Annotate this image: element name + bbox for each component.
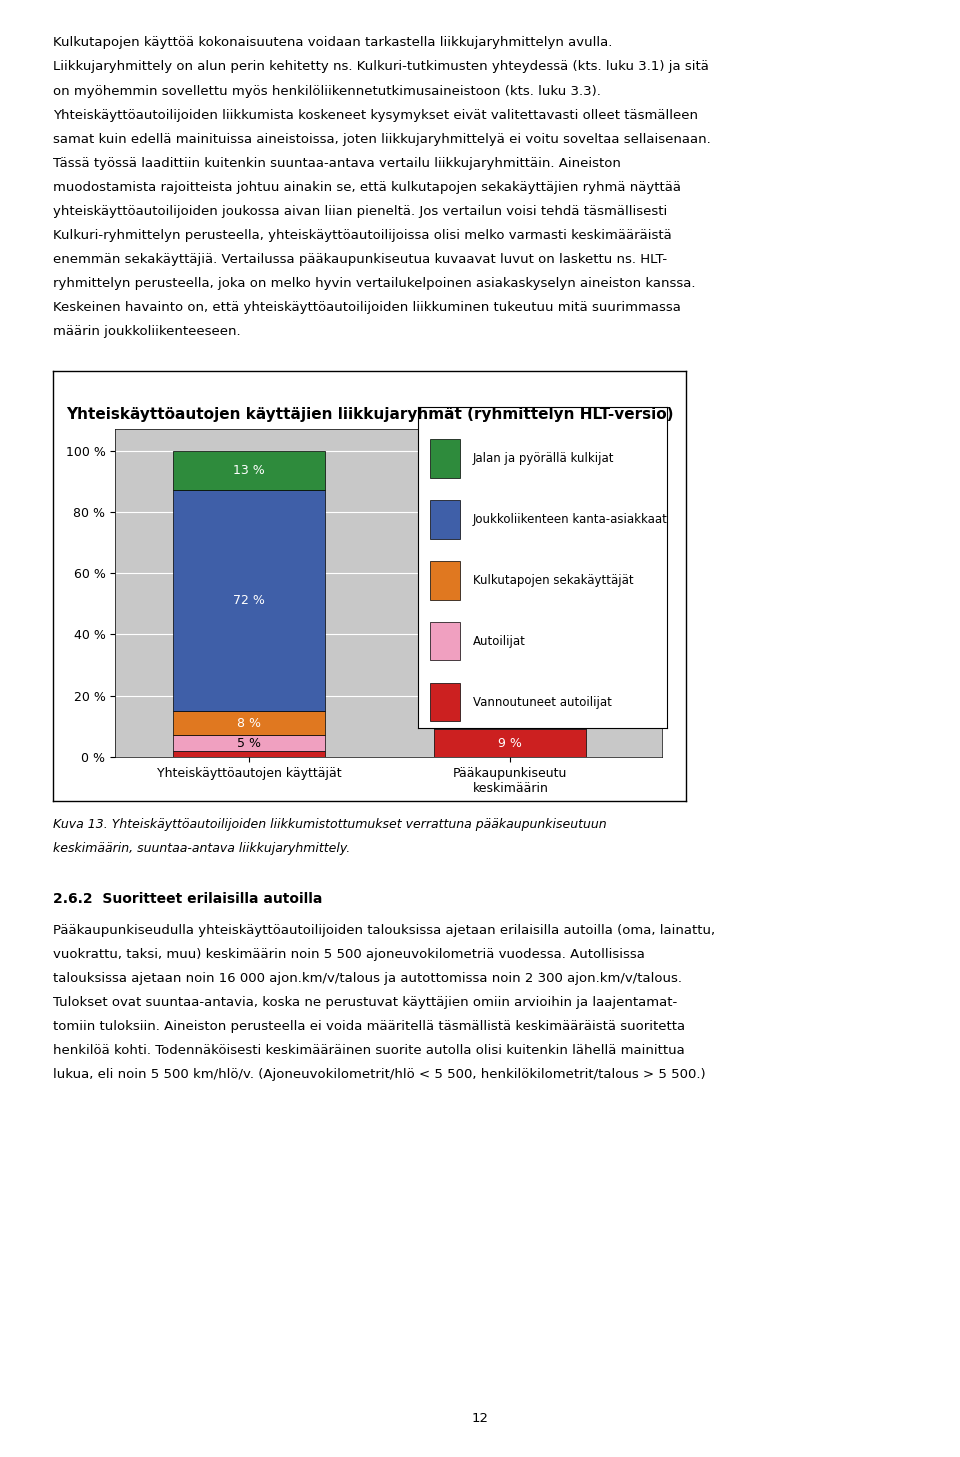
Text: 12: 12 (471, 1412, 489, 1425)
Bar (173, 711, 324, 736)
Text: Autoilijat: Autoilijat (472, 635, 525, 648)
Text: enemmän sekakäyttäjiä. Vertailussa pääkaupunkiseutua kuvaavat luvut on laskettu : enemmän sekakäyttäjiä. Vertailussa pääka… (53, 252, 667, 265)
Bar (173, 450, 324, 491)
Bar (430, 500, 460, 539)
Text: 5 %: 5 % (237, 737, 261, 749)
Text: yhteiskäyttöautoilijoiden joukossa aivan liian pieneltä. Jos vertailun voisi teh: yhteiskäyttöautoilijoiden joukossa aivan… (53, 204, 667, 217)
Text: 17 %: 17 % (494, 587, 526, 599)
Text: Yhteiskäyttöautojen käyttäjien liikkujaryhmät (ryhmittelyn HLT-versio): Yhteiskäyttöautojen käyttäjien liikkujar… (66, 407, 673, 423)
Text: Tässä työssä laadittiin kuitenkin suuntaa-antava vertailu liikkujaryhmittäin. Ai: Tässä työssä laadittiin kuitenkin suunta… (53, 156, 621, 169)
Text: 13 %: 13 % (233, 463, 265, 476)
Text: määrin joukkoliikenteeseen.: määrin joukkoliikenteeseen. (53, 325, 240, 338)
Text: on myöhemmin sovellettu myös henkilöliikennetutkimusaineistoon (kts. luku 3.3).: on myöhemmin sovellettu myös henkilöliik… (53, 85, 601, 98)
Bar (430, 439, 460, 478)
Text: 72 %: 72 % (233, 594, 265, 608)
Text: Pääkaupunkiseudulla yhteiskäyttöautoilijoiden talouksissa ajetaan erilaisilla au: Pääkaupunkiseudulla yhteiskäyttöautoilij… (53, 924, 715, 937)
Text: lukua, eli noin 5 500 km/hlö/v. (Ajoneuvokilometrit/hlö < 5 500, henkilökilometr: lukua, eli noin 5 500 km/hlö/v. (Ajoneuv… (53, 1068, 706, 1081)
Text: Kuva 13. Yhteiskäyttöautoilijoiden liikkumistottumukset verrattuna pääkaupunkise: Kuva 13. Yhteiskäyttöautoilijoiden liikk… (53, 817, 607, 830)
Text: Joukkoliikenteen kanta-asiakkaat: Joukkoliikenteen kanta-asiakkaat (472, 513, 667, 526)
Text: vuokrattu, taksi, muu) keskimäärin noin 5 500 ajoneuvokilometriä vuodessa. Autol: vuokrattu, taksi, muu) keskimäärin noin … (53, 947, 645, 960)
Bar (173, 736, 324, 750)
Bar (434, 567, 587, 619)
Text: 36 %: 36 % (494, 667, 526, 680)
Text: 9 %: 9 % (498, 737, 522, 749)
Text: Kulkutapojen käyttöä kokonaisuutena voidaan tarkastella liikkujaryhmittelyn avul: Kulkutapojen käyttöä kokonaisuutena void… (53, 36, 612, 50)
Text: keskimäärin, suuntaa-antava liikkujaryhmittely.: keskimäärin, suuntaa-antava liikkujaryhm… (53, 842, 350, 855)
Text: 30 %: 30 % (494, 514, 526, 527)
Bar (430, 622, 460, 660)
Bar (434, 619, 587, 730)
Text: tomiin tuloksiin. Aineiston perusteella ei voida määritellä täsmällistä keskimää: tomiin tuloksiin. Aineiston perusteella … (53, 1020, 684, 1033)
Text: henkilöä kohti. Todennäköisesti keskimääräinen suorite autolla olisi kuitenkin l: henkilöä kohti. Todennäköisesti keskimää… (53, 1043, 684, 1056)
Text: ryhmittelyn perusteella, joka on melko hyvin vertailukelpoinen asiakaskyselyn ai: ryhmittelyn perusteella, joka on melko h… (53, 277, 695, 290)
Text: 2.6.2  Suoritteet erilaisilla autoilla: 2.6.2 Suoritteet erilaisilla autoilla (53, 892, 323, 906)
Text: talouksissa ajetaan noin 16 000 ajon.km/v/talous ja autottomissa noin 2 300 ajon: talouksissa ajetaan noin 16 000 ajon.km/… (53, 972, 682, 985)
Text: Yhteiskäyttöautoilijoiden liikkumista koskeneet kysymykset eivät valitettavasti : Yhteiskäyttöautoilijoiden liikkumista ko… (53, 109, 698, 121)
Text: 9 %: 9 % (498, 455, 522, 468)
Bar (434, 730, 587, 756)
Text: samat kuin edellä mainituissa aineistoissa, joten liikkujaryhmittelyä ei voitu s: samat kuin edellä mainituissa aineistois… (53, 133, 710, 146)
Text: 8 %: 8 % (237, 717, 261, 730)
Text: Jalan ja pyörällä kulkijat: Jalan ja pyörällä kulkijat (472, 452, 614, 465)
Bar (430, 561, 460, 599)
Bar (434, 475, 587, 567)
Text: Kulkutapojen sekakäyttäjät: Kulkutapojen sekakäyttäjät (472, 574, 634, 587)
Text: Keskeinen havainto on, että yhteiskäyttöautoilijoiden liikkuminen tukeutuu mitä : Keskeinen havainto on, että yhteiskäyttö… (53, 300, 681, 313)
Text: muodostamista rajoitteista johtuu ainakin se, että kulkutapojen sekakäyttäjien r: muodostamista rajoitteista johtuu ainaki… (53, 181, 681, 194)
Text: Kulkuri-ryhmittelyn perusteella, yhteiskäyttöautoilijoissa olisi melko varmasti : Kulkuri-ryhmittelyn perusteella, yhteisk… (53, 229, 672, 242)
Text: Vannoutuneet autoilijat: Vannoutuneet autoilijat (472, 695, 612, 708)
Text: Tulokset ovat suuntaa-antavia, koska ne perustuvat käyttäjien omiin arvioihin ja: Tulokset ovat suuntaa-antavia, koska ne … (53, 995, 677, 1008)
Bar (173, 750, 324, 756)
Bar (430, 683, 460, 721)
Bar (173, 491, 324, 711)
Text: Liikkujaryhmittely on alun perin kehitetty ns. Kulkuri-tutkimusten yhteydessä (k: Liikkujaryhmittely on alun perin kehitet… (53, 61, 708, 73)
Bar (434, 447, 587, 475)
